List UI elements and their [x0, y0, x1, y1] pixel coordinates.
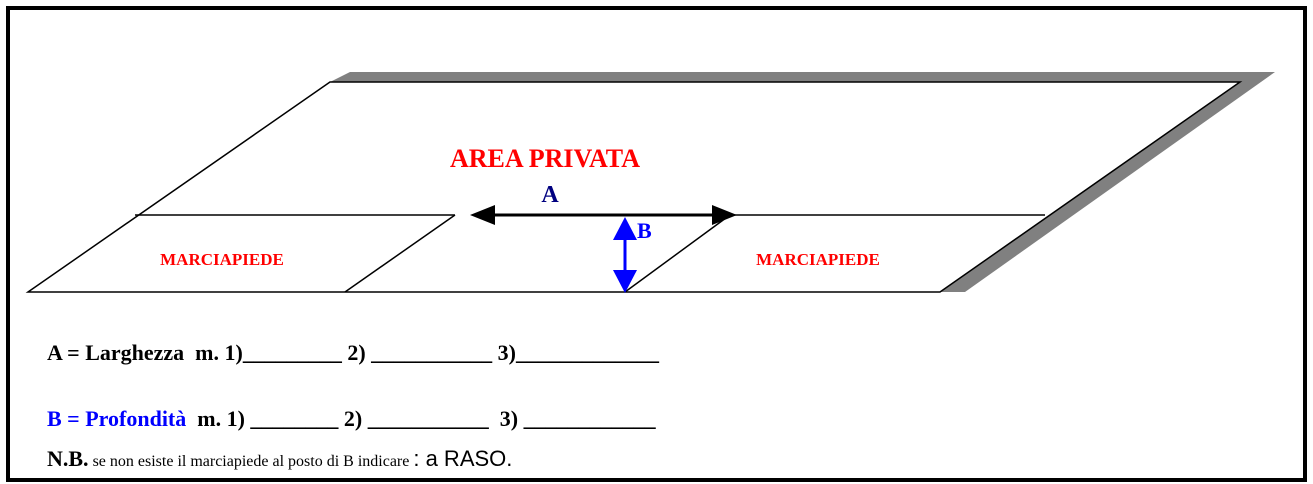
form-label: B = Profondità — [47, 406, 186, 431]
arrow-b — [613, 217, 637, 293]
arrow-label: A — [541, 182, 559, 208]
note-prefix: N.B. — [47, 446, 89, 471]
form-line: B = Profondità m. 1) ________ 2) _______… — [47, 406, 657, 431]
arrow-a — [470, 205, 737, 225]
outline — [25, 81, 1243, 293]
note-suffix: : a RASO. — [413, 446, 512, 471]
note: N.B. se non esiste il marciapiede al pos… — [47, 446, 512, 471]
sidewalk-label: MARCIAPIEDE — [160, 250, 284, 269]
note-text: se non esiste il marciapiede al posto di… — [93, 453, 410, 470]
shadow — [330, 72, 1275, 292]
form-fields: m. 1) ________ 2) ___________ 3) _______… — [197, 406, 656, 431]
form-line: A = Larghezza m. 1)_________ 2) ________… — [47, 340, 660, 365]
sidewalk-label: MARCIAPIEDE — [756, 250, 880, 269]
area-label: AREA PRIVATA — [450, 144, 640, 173]
arrow-label: B — [637, 218, 652, 243]
